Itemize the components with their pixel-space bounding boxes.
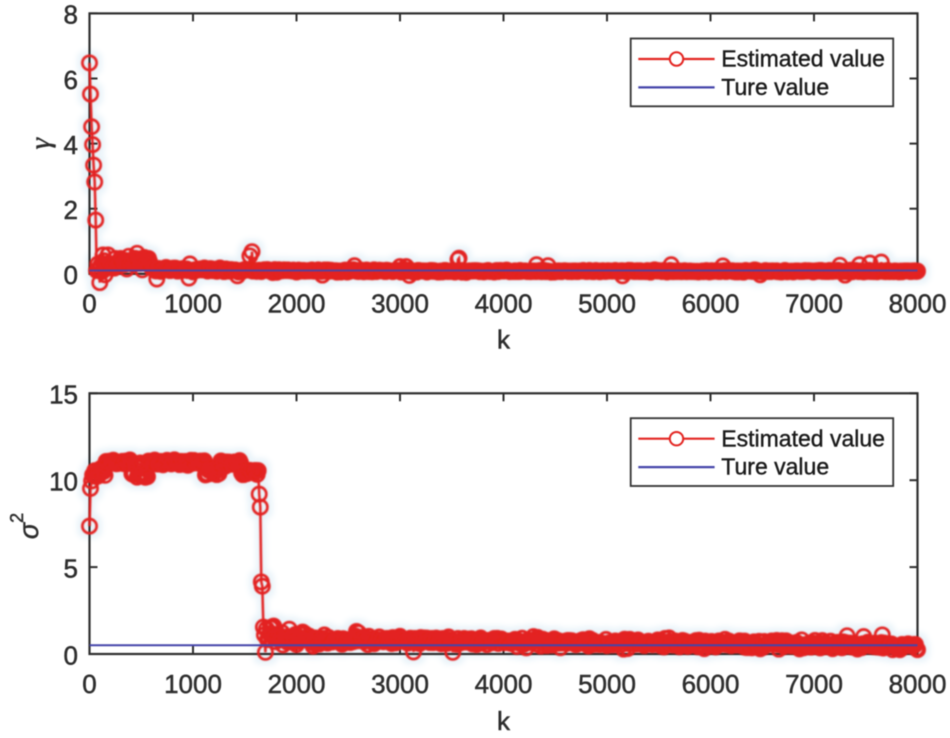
svg-text:1000: 1000 [164,289,222,319]
svg-text:3000: 3000 [371,669,429,699]
svg-text:4000: 4000 [475,289,533,319]
svg-text:Ture value: Ture value [721,454,829,480]
svg-text:0: 0 [64,260,78,290]
svg-text:Estimated value: Estimated value [721,46,885,72]
svg-text:0: 0 [82,669,96,699]
svg-text:6000: 6000 [682,289,740,319]
svg-text:10: 10 [49,467,78,497]
svg-text:8000: 8000 [889,289,947,319]
svg-text:8000: 8000 [889,669,947,699]
svg-text:Ture value: Ture value [721,74,829,100]
svg-text:Estimated value: Estimated value [721,425,885,451]
svg-text:k: k [497,324,511,354]
svg-text:k: k [497,706,511,733]
svg-text:0: 0 [64,640,78,670]
svg-text:5000: 5000 [578,289,636,319]
svg-text:7000: 7000 [785,289,843,319]
svg-text:5000: 5000 [578,669,636,699]
svg-text:2: 2 [64,195,78,225]
svg-text:15: 15 [49,380,78,410]
svg-text:7000: 7000 [785,669,843,699]
svg-text:4000: 4000 [475,669,533,699]
svg-text:2000: 2000 [268,289,326,319]
svg-text:4: 4 [64,130,78,160]
svg-text:8: 8 [64,0,78,30]
svg-text:6000: 6000 [682,669,740,699]
svg-text:5: 5 [64,553,78,583]
svg-text:1000: 1000 [164,669,222,699]
svg-text:γ: γ [25,136,57,149]
svg-text:3000: 3000 [371,289,429,319]
svg-text:6: 6 [64,65,78,95]
svg-text:0: 0 [82,289,96,319]
svg-text:2000: 2000 [268,669,326,699]
